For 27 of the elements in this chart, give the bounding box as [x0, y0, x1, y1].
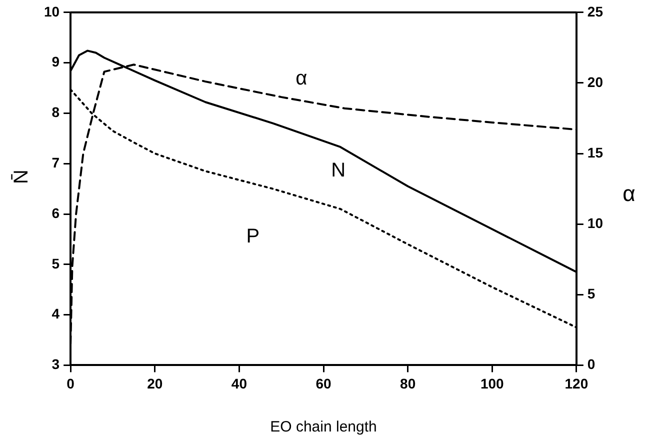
x-tick-label: 20	[147, 375, 163, 392]
y2-tick-label: 20	[587, 74, 604, 90]
y-tick-label: 6	[52, 204, 60, 221]
y2-tick-label: 25	[587, 3, 604, 20]
x-tick-label: 0	[66, 375, 75, 392]
x-tick-label: 80	[400, 375, 416, 392]
x-tick-label: 120	[564, 375, 588, 392]
x-axis-title: EO chain length	[270, 418, 377, 436]
y2-tick-label: 0	[587, 356, 596, 372]
x-tick-label: 100	[480, 375, 504, 392]
y2-tick-label: 10	[587, 214, 604, 231]
y2-tick-label: 15	[587, 144, 604, 160]
x-tick-label: 60	[316, 375, 332, 392]
y-axis-title: N̄	[10, 170, 33, 184]
y-tick-label: 4	[52, 306, 60, 322]
y-tick-label: 5	[52, 255, 60, 272]
y2-tick-label: 5	[587, 286, 596, 302]
series-label: P	[246, 225, 260, 248]
y-tick-label: 8	[52, 104, 60, 120]
y-tick-label: 7	[52, 154, 60, 170]
x-tick-label: 40	[231, 375, 248, 392]
series-label: α	[296, 68, 308, 90]
y-tick-label: 9	[52, 54, 60, 70]
y-tick-label: 3	[52, 356, 60, 372]
y2-axis-title: α	[622, 180, 636, 206]
series-label: N	[331, 159, 346, 182]
y-tick-label: 10	[44, 3, 60, 20]
